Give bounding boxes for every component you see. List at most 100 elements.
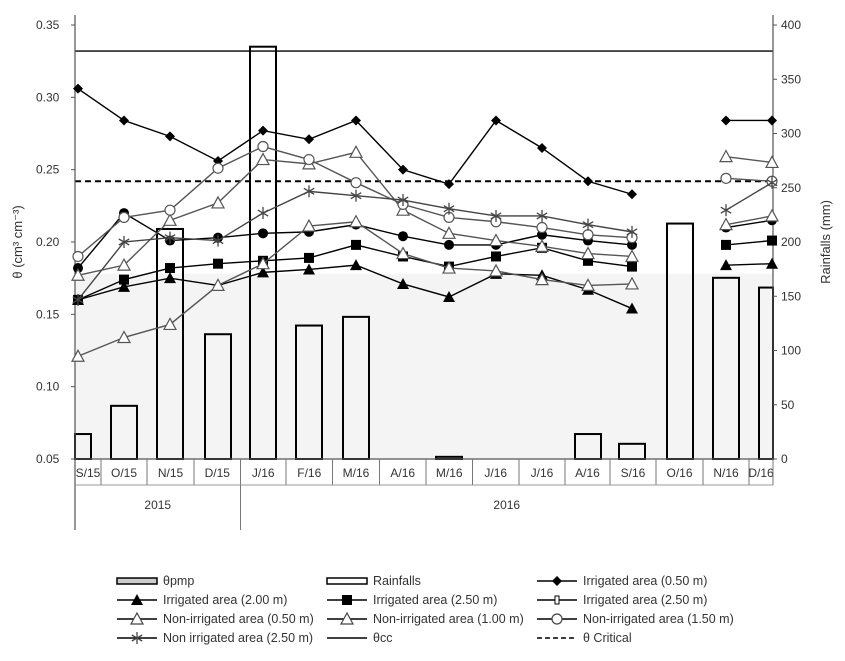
- data-point: [720, 172, 732, 184]
- x-tick-label: D/16: [748, 466, 774, 480]
- x-tick-label: A/16: [575, 466, 600, 480]
- data-point: [488, 233, 504, 247]
- data-point: [721, 115, 731, 126]
- square-marker: [583, 255, 593, 266]
- star-stroke: [490, 212, 502, 220]
- data-point: [444, 179, 454, 190]
- triangle-marker: [443, 290, 455, 302]
- square-marker: [304, 252, 314, 263]
- data-point: [210, 195, 226, 209]
- series-6: [72, 140, 778, 263]
- diamond-marker: [491, 115, 501, 126]
- legend-symbol-dashed-icon: [537, 636, 577, 639]
- small-square-marker: [554, 595, 560, 604]
- data-point: [582, 218, 594, 231]
- diamond-marker: [165, 131, 175, 142]
- data-point: [301, 218, 317, 232]
- open-circle-marker: [212, 162, 224, 174]
- open-triangle-marker: [580, 278, 596, 291]
- data-point: [165, 131, 175, 142]
- legend-marker: [131, 593, 143, 605]
- x-tick-label: N/16: [713, 466, 739, 480]
- legend-label: Irrigated area (2.50 m): [583, 592, 708, 607]
- triangle-marker: [257, 266, 269, 278]
- open-circle-marker: [164, 204, 176, 216]
- y2-tick-label: 300: [781, 127, 801, 141]
- data-point: [764, 208, 780, 222]
- star-stroke: [72, 296, 84, 304]
- series-line: [725, 219, 773, 229]
- data-point: [627, 261, 637, 272]
- data-point: [255, 152, 271, 166]
- open-circle-marker: [72, 250, 84, 263]
- data-point: [397, 277, 409, 289]
- open-triangle-marker: [301, 218, 317, 232]
- data-point: [720, 204, 732, 217]
- y2-tick-label: 350: [781, 72, 801, 86]
- x-tick-label: S/16: [621, 466, 646, 480]
- star-stroke: [536, 212, 548, 220]
- series-line: [725, 177, 773, 182]
- legend-item: Non-irrigated area (1.50 m): [535, 610, 755, 627]
- data-point: [583, 255, 593, 266]
- open-triangle-marker: [534, 239, 550, 252]
- y2-axis-label: Rainfalls (mm): [818, 200, 833, 284]
- data-point: [212, 162, 224, 174]
- y2-tick-label: 200: [781, 235, 801, 249]
- triangle-marker: [164, 272, 176, 284]
- square-marker: [767, 235, 777, 246]
- open-triangle-marker: [162, 213, 178, 226]
- data-point: [164, 272, 176, 284]
- open-triangle-marker: [624, 276, 640, 290]
- triangle-marker: [766, 257, 778, 269]
- diamond-marker: [258, 125, 268, 136]
- y-tick-label: 0.05: [36, 452, 60, 466]
- open-triangle-marker: [348, 145, 364, 158]
- data-point: [257, 140, 269, 153]
- data-point: [441, 226, 457, 239]
- star-stroke: [397, 196, 409, 204]
- open-triangle-marker: [441, 226, 457, 239]
- legend-item: θpmp: [115, 572, 325, 589]
- legend-label: Non-irrigated area (0.50 m): [163, 611, 314, 626]
- series-4: [70, 208, 780, 362]
- legend-label: Non irrigated area (2.50 m): [163, 630, 314, 645]
- open-triangle-marker: [534, 272, 550, 286]
- legend-item: Non-irrigated area (0.50 m): [115, 610, 325, 627]
- legend-bar-gray: [116, 576, 158, 585]
- data-point: [583, 176, 593, 187]
- series-line: [725, 182, 773, 211]
- year-label-2016: 2016: [493, 498, 520, 512]
- diamond-marker: [767, 115, 777, 126]
- open-triangle-marker: [488, 233, 504, 247]
- triangle-marker: [303, 263, 315, 275]
- diamond-marker: [351, 115, 361, 126]
- open-triangle-marker: [441, 260, 457, 274]
- star-stroke: [443, 205, 455, 213]
- y2-tick-label: 250: [781, 181, 801, 195]
- legend-marker: [554, 595, 560, 604]
- open-circle-marker: [257, 140, 269, 153]
- star-stroke: [626, 228, 638, 236]
- star-stroke: [303, 187, 315, 195]
- data-point: [213, 258, 223, 269]
- open-triangle-marker: [339, 611, 355, 625]
- data-point: [580, 246, 596, 260]
- data-point: [70, 349, 86, 362]
- data-point: [348, 145, 364, 158]
- data-point: [350, 189, 362, 202]
- y-tick-label: 0.20: [36, 235, 60, 249]
- data-point: [116, 257, 132, 271]
- x-tick-label: A/16: [390, 466, 415, 480]
- legend-label: Irrigated area (0.50 m): [583, 573, 708, 588]
- open-triangle-marker: [255, 256, 271, 270]
- open-circle-marker: [303, 153, 315, 166]
- y-tick-label: 0.10: [36, 380, 60, 394]
- series-line: [725, 215, 773, 226]
- data-point: [580, 278, 596, 291]
- data-point: [257, 266, 269, 278]
- x-tick-label: M/16: [343, 466, 370, 480]
- diamond-marker: [721, 115, 731, 126]
- legend-marker: [552, 575, 562, 586]
- open-circle-marker: [536, 221, 548, 234]
